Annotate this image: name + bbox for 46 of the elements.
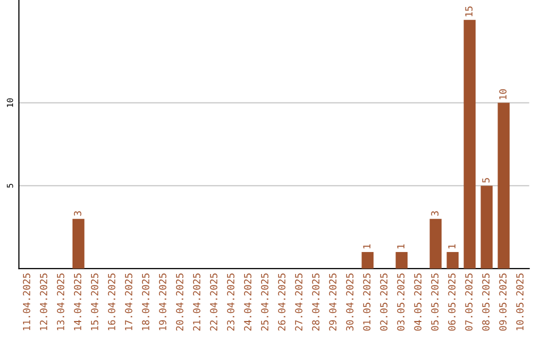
x-tick-label: 21.04.2025 [193, 274, 200, 331]
data-label: 15 [465, 6, 473, 16]
x-tick-label: 22.04.2025 [210, 274, 218, 331]
x-tick-label: 15.04.2025 [90, 274, 98, 330]
data-label: 1 [448, 244, 456, 248]
data-label: 10 [499, 89, 507, 100]
x-tick-label: 07.05.2025 [465, 274, 473, 331]
x-tick-label: 09.05.2025 [499, 274, 507, 331]
x-tick-label: 26.04.2025 [278, 274, 286, 331]
x-tick-label: 24.04.2025 [244, 274, 252, 331]
x-tick-label: 14.04.2025 [74, 274, 82, 330]
data-label: 3 [431, 211, 438, 216]
x-tick-label: 30.04.2025 [346, 274, 354, 331]
data-label: 1 [363, 244, 370, 248]
data-label: 5 [482, 178, 490, 183]
x-tick-label: 01.05.2025 [363, 274, 370, 331]
bar [430, 218, 442, 269]
x-tick-label: 19.04.2025 [158, 274, 166, 330]
x-tick-label: 16.04.2025 [108, 274, 116, 330]
x-tick-label: 08.05.2025 [482, 274, 490, 331]
x-tick-label: 27.04.2025 [295, 274, 302, 331]
x-tick-label: 28.04.2025 [312, 274, 320, 331]
x-tick-label: 17.04.2025 [124, 274, 132, 330]
x-tick-label: 10.05.2025 [516, 274, 524, 330]
x-tick-label: 13.04.2025 [56, 274, 64, 330]
bar [72, 218, 84, 269]
x-tick-label: 12.04.2025 [40, 274, 48, 330]
x-tick-label: 06.05.2025 [448, 274, 456, 331]
bar [396, 252, 408, 269]
bar [362, 252, 374, 269]
data-label: 3 [74, 211, 82, 216]
x-tick-label: 04.05.2025 [414, 274, 422, 331]
x-tick-label: 20.04.2025 [176, 274, 184, 331]
x-tick-label: 18.04.2025 [142, 274, 150, 330]
x-tick-label: 23.04.2025 [227, 274, 234, 331]
x-tick-label: 02.05.2025 [380, 274, 388, 331]
bar [464, 20, 476, 269]
x-tick-label: 11.04.2025 [22, 274, 30, 330]
x-tick-label: 29.04.2025 [329, 274, 336, 331]
bar [480, 186, 493, 269]
x-tick-label: 03.05.2025 [397, 274, 404, 331]
data-label: 1 [397, 244, 404, 248]
bar [446, 252, 459, 269]
x-tick-label: 05.05.2025 [431, 274, 438, 331]
bar [498, 102, 510, 269]
x-tick-label: 25.04.2025 [261, 274, 268, 331]
